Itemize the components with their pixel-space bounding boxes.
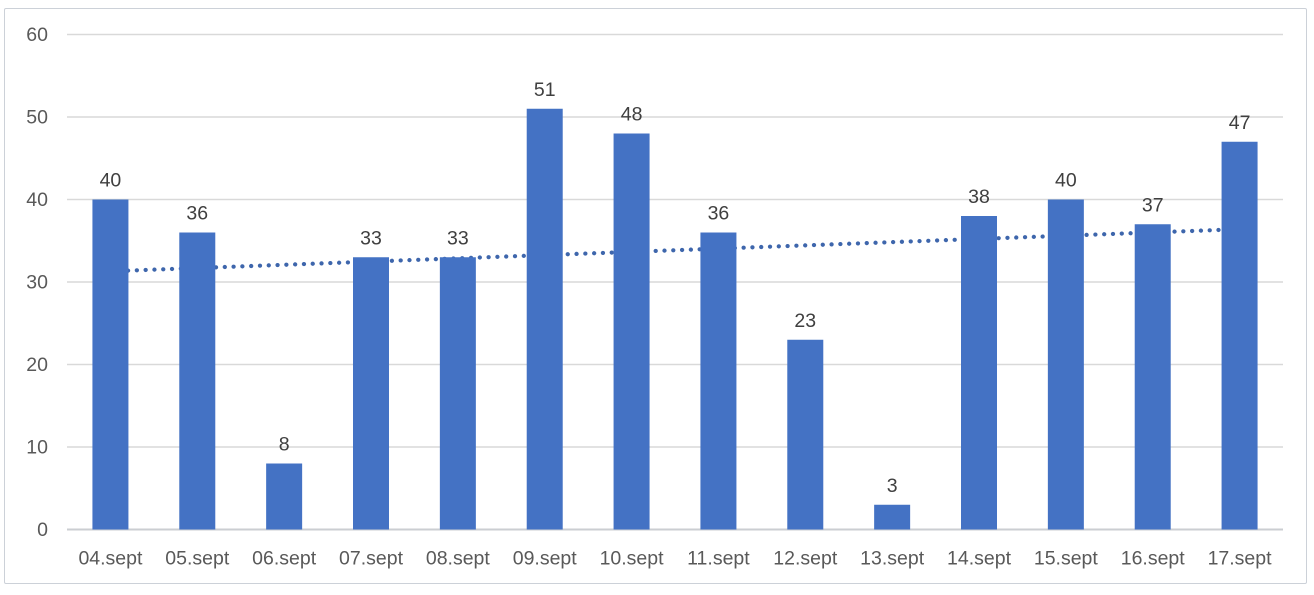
bar-value-label: 8: [279, 434, 290, 456]
bar-value-label: 23: [794, 310, 816, 332]
x-tick-label: 09.sept: [513, 548, 578, 570]
bar-value-label: 48: [621, 104, 643, 126]
x-tick-label: 08.sept: [426, 548, 491, 570]
y-tick-label: 20: [26, 354, 48, 376]
bar: [439, 257, 476, 530]
x-tick-label: 10.sept: [600, 548, 665, 570]
x-tick-label: 07.sept: [339, 548, 404, 570]
bar-value-label: 40: [1055, 170, 1077, 192]
x-tick-label: 11.sept: [687, 548, 750, 570]
bar: [526, 108, 563, 530]
x-tick-label: 15.sept: [1034, 548, 1099, 570]
bar-value-label: 40: [100, 170, 122, 192]
bar: [1134, 224, 1171, 530]
bar-value-label: 33: [360, 227, 382, 249]
bar-value-label: 36: [186, 203, 208, 225]
y-tick-label: 50: [26, 107, 48, 129]
bar-value-label: 47: [1229, 112, 1251, 134]
bar: [353, 257, 389, 530]
bar-value-label: 37: [1142, 194, 1164, 216]
y-tick-label: 0: [37, 519, 48, 541]
bar: [92, 199, 129, 530]
bar-value-label: 3: [887, 475, 898, 497]
bar: [787, 339, 824, 530]
bar: [874, 504, 911, 530]
x-tick-label: 04.sept: [78, 548, 143, 570]
bar: [266, 463, 303, 530]
x-tick-label: 17.sept: [1208, 548, 1273, 570]
x-tick-label: 06.sept: [252, 548, 317, 570]
bar: [1047, 199, 1084, 530]
bar: [700, 232, 737, 530]
x-tick-label: 13.sept: [860, 548, 925, 570]
bar-value-label: 33: [447, 227, 469, 249]
x-tick-label: 14.sept: [947, 548, 1012, 570]
bar: [961, 216, 997, 530]
y-tick-label: 10: [26, 437, 48, 459]
bar: [179, 232, 216, 530]
y-tick-label: 40: [26, 189, 48, 211]
y-tick-label: 30: [26, 272, 48, 294]
chart-frame: 0 10 20 30 40 50 60 40 04.sept 36 05.sept 8 06.sept 3…: [4, 8, 1307, 584]
bar: [613, 133, 650, 530]
x-tick-label: 05.sept: [165, 548, 230, 570]
bar: [1221, 141, 1258, 530]
y-tick-label: 60: [26, 24, 48, 46]
x-tick-label: 12.sept: [773, 548, 838, 570]
bar-value-label: 51: [534, 79, 556, 101]
x-tick-label: 16.sept: [1121, 548, 1186, 570]
bar-value-label: 36: [708, 203, 730, 225]
bar-value-label: 38: [968, 186, 990, 208]
